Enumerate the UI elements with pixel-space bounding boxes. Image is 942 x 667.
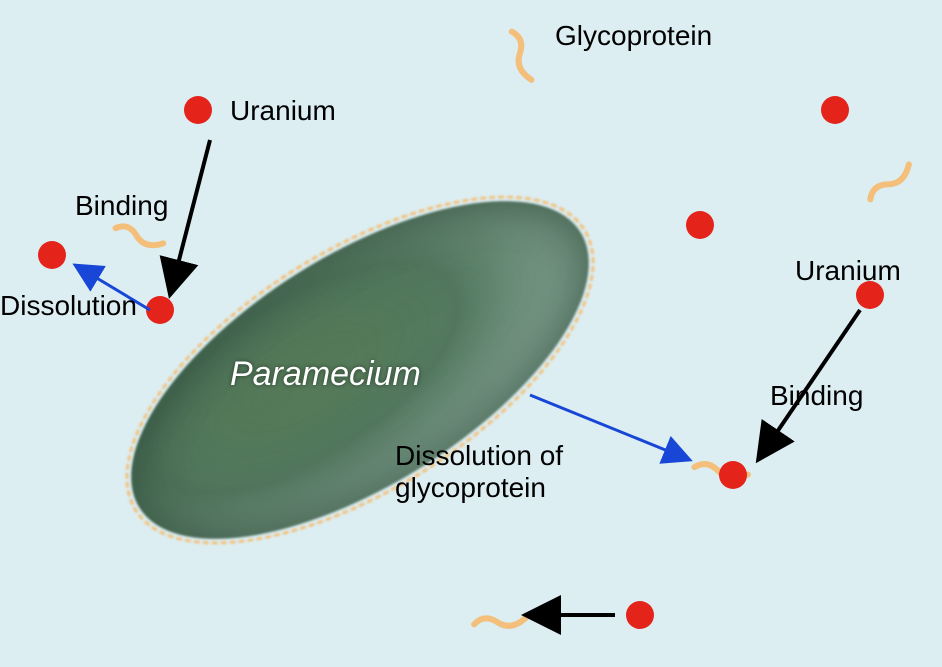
glycoprotein-icon xyxy=(469,607,533,636)
uranium-label-1: Uranium xyxy=(230,95,336,127)
uranium-label-2: Uranium xyxy=(795,255,901,287)
uranium-icon xyxy=(626,601,654,629)
binding-arrow xyxy=(170,140,210,295)
uranium-icon xyxy=(184,96,212,124)
uranium-icon xyxy=(821,96,849,124)
paramecium-label: Paramecium xyxy=(230,355,421,394)
dissolution-line1: Dissolution of xyxy=(395,440,563,471)
glycoprotein-label: Glycoprotein xyxy=(555,20,712,52)
binding-label-1: Binding xyxy=(75,190,168,222)
glycoprotein-icon xyxy=(860,153,923,211)
dissolution-label: Dissolution xyxy=(0,290,137,322)
dissolution-line2: glycoprotein xyxy=(395,472,546,503)
binding-label-2: Binding xyxy=(770,380,863,412)
diagram-canvas: Paramecium Glycoprotein Uranium Uranium … xyxy=(0,0,942,667)
uranium-icon xyxy=(719,461,747,489)
uranium-icon xyxy=(686,211,714,239)
uranium-icon xyxy=(38,241,66,269)
dissolution-of-glyco-label: Dissolution of glycoprotein xyxy=(395,440,563,504)
uranium-icon xyxy=(146,296,174,324)
glycoprotein-icon xyxy=(499,24,543,90)
